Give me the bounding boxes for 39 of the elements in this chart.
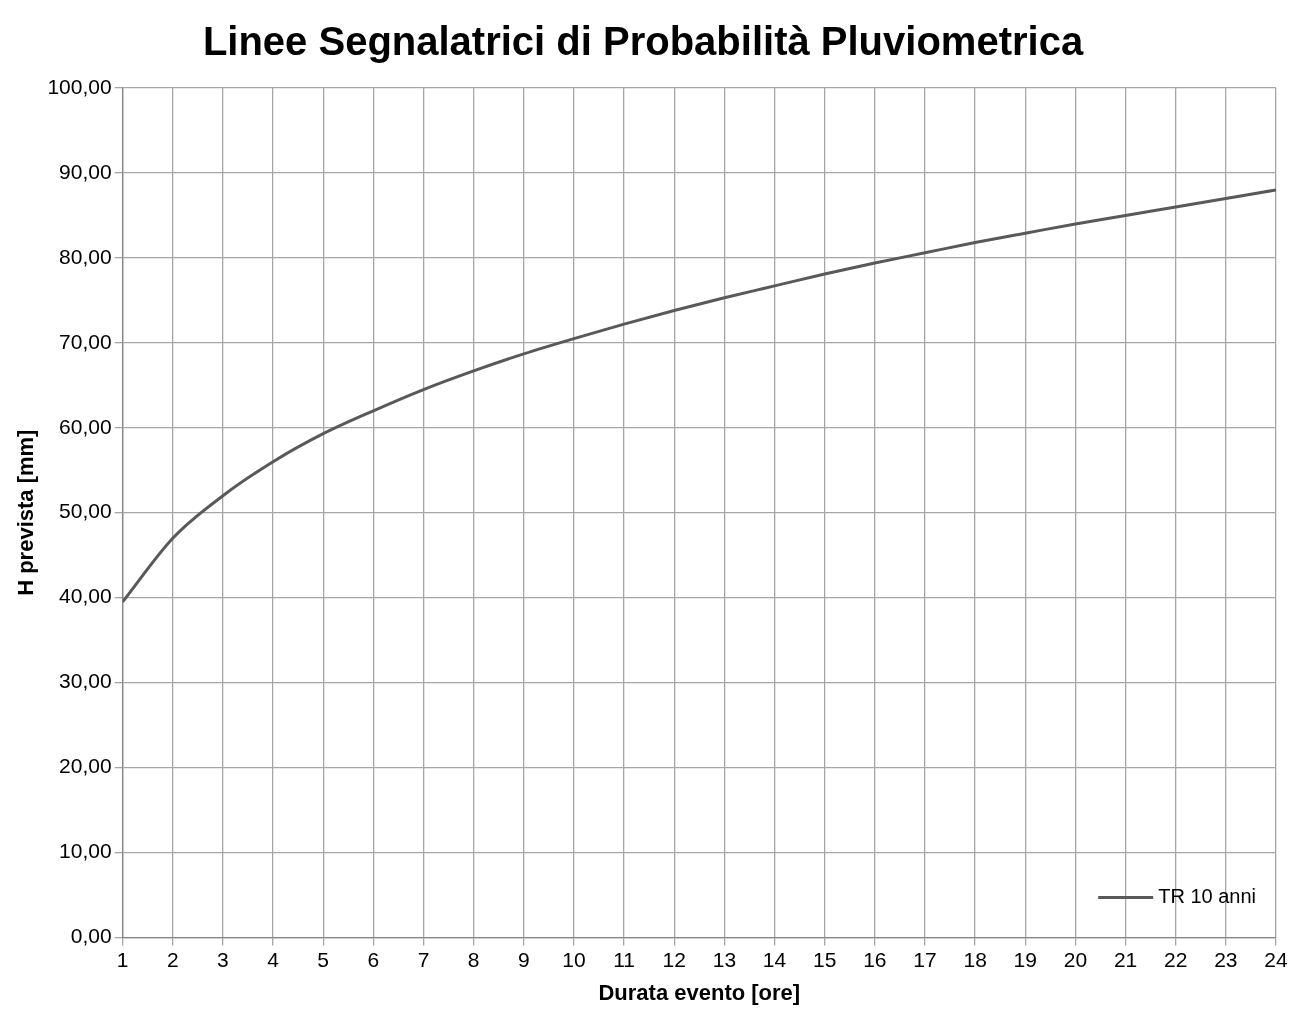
x-tick-label: 24 — [1264, 947, 1288, 971]
x-tick-label: 16 — [863, 947, 887, 971]
y-tick-label: 70,00 — [59, 329, 112, 353]
y-tick-label: 30,00 — [59, 669, 112, 693]
x-tick-label: 12 — [662, 947, 686, 971]
x-tick-label: 19 — [1013, 947, 1037, 971]
x-tick-label: 18 — [963, 947, 987, 971]
x-tick-label: 23 — [1214, 947, 1238, 971]
x-tick-label: 3 — [217, 947, 229, 971]
x-tick-label: 10 — [562, 947, 586, 971]
y-tick-label: 90,00 — [59, 159, 112, 183]
x-tick-label: 13 — [712, 947, 737, 971]
y-tick-label: 50,00 — [59, 499, 112, 523]
x-tick-label: 8 — [467, 947, 480, 971]
x-tick-label: 9 — [517, 947, 530, 971]
y-tick-label: 80,00 — [59, 244, 112, 268]
x-tick-label: 4 — [267, 947, 280, 971]
x-tick-label: 5 — [317, 947, 330, 971]
x-tick-label: 2 — [166, 947, 179, 971]
legend-label: TR 10 anni — [1158, 884, 1257, 907]
y-tick-label: 40,00 — [59, 584, 112, 608]
y-tick-label: 100,00 — [47, 74, 112, 98]
x-tick-label: 1 — [116, 947, 129, 971]
x-tick-label: 14 — [762, 947, 787, 971]
y-tick-label: 20,00 — [59, 754, 112, 778]
x-tick-label: 20 — [1063, 947, 1088, 971]
x-tick-label: 15 — [813, 947, 837, 971]
y-tick-label: 0,00 — [70, 924, 112, 948]
x-tick-label: 6 — [367, 947, 380, 971]
chart-title: Linee Segnalatrici di Probabilità Pluviometrica — [202, 19, 1084, 64]
x-tick-label: 22 — [1164, 947, 1188, 971]
x-tick-label: 21 — [1113, 947, 1138, 971]
x-axis-title: Durata evento [ore] — [598, 979, 801, 1005]
x-tick-label: 11 — [613, 947, 635, 971]
x-tick-label: 7 — [417, 947, 430, 971]
x-tick-label: 17 — [913, 947, 937, 971]
y-tick-label: 60,00 — [59, 414, 112, 438]
y-tick-label: 10,00 — [59, 839, 112, 863]
y-axis-title: H prevista [mm] — [13, 429, 39, 596]
